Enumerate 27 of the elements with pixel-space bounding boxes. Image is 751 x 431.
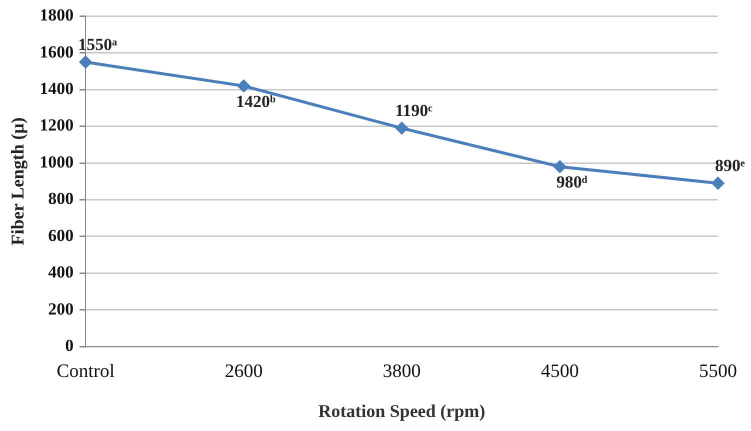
x-axis-title: Rotation Speed (rpm) [318,400,486,421]
y-tick-label: 1800 [40,6,74,25]
data-label: 1550ᵃ [78,34,118,54]
data-label: 890ᵉ [715,156,746,176]
x-tick-label: Control [56,360,115,382]
y-tick-label: 400 [48,262,74,282]
x-tick-label: 5500 [699,360,737,382]
y-tick-label: 1000 [40,152,74,172]
y-tick-label: 1400 [40,79,74,98]
x-tick-label: 4500 [540,360,579,382]
data-label: 1190ᶜ [395,101,434,120]
y-tick-label: 600 [48,226,74,245]
point [79,56,92,69]
y-tick-label: 800 [48,189,74,208]
y-tick-label: 0 [65,336,74,355]
point [712,176,724,190]
data-label: 1420ᵇ [236,92,276,111]
point [237,79,250,92]
point [395,122,408,135]
x-tick-label: 2600 [224,360,263,382]
y-tick-label: 1600 [40,42,74,62]
y-tick-label: 200 [48,299,74,318]
y-tick-label: 1200 [40,116,74,135]
point [553,160,566,174]
data-label: 980ᵈ [556,172,588,192]
y-axis-title: Fiber Length (µ) [7,117,28,246]
x-tick-label: 3800 [382,360,421,382]
